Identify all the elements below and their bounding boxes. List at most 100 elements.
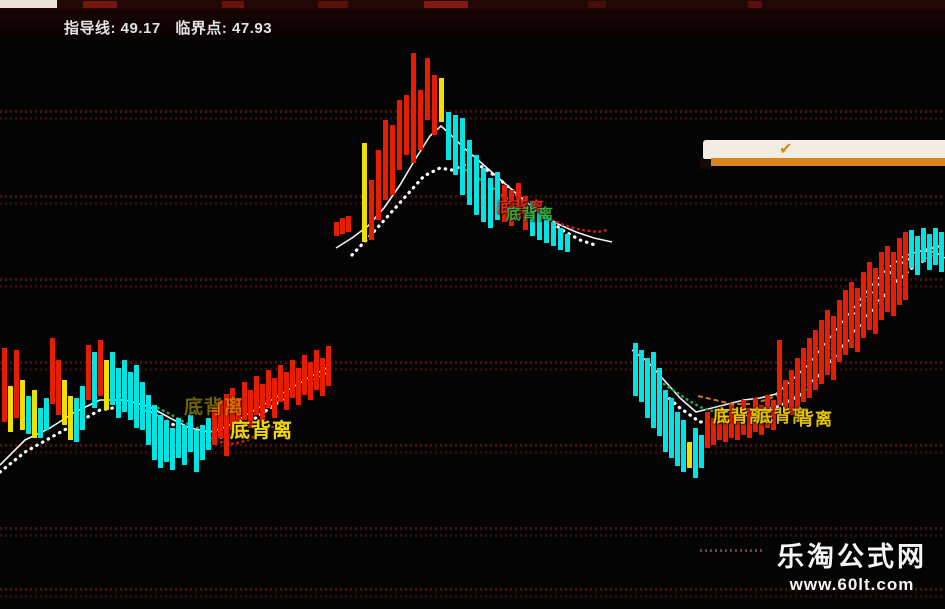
gridline [0, 444, 945, 447]
candle [729, 405, 734, 438]
candle [290, 360, 295, 398]
banner-notch [700, 157, 713, 169]
candle [867, 262, 872, 330]
candle [903, 232, 908, 300]
candle [326, 346, 331, 386]
candle [879, 252, 884, 320]
candle [369, 180, 374, 240]
candle [418, 90, 423, 150]
divergence-stamp: 背离 [797, 410, 833, 429]
candle [116, 368, 121, 418]
watermark-site-url: www.60lt.com [789, 575, 915, 594]
candle [783, 380, 788, 420]
candle [146, 395, 151, 445]
candle [284, 372, 289, 410]
candle [260, 384, 265, 422]
candle [140, 382, 145, 430]
candle [789, 370, 794, 415]
top-left-white-box [0, 0, 57, 8]
candle [44, 398, 49, 430]
top-bar-blotch [318, 1, 348, 8]
candle [86, 345, 91, 400]
gridline [0, 588, 945, 591]
candle [558, 228, 563, 250]
candle [439, 78, 444, 122]
critical-point-value: 临界点: 47.93 [175, 20, 273, 37]
candle [516, 183, 521, 218]
candle [92, 352, 97, 408]
gridline [0, 278, 945, 281]
candle [302, 355, 307, 395]
candle [669, 398, 674, 458]
candle [14, 350, 19, 418]
watermark: 乐淘公式网 www.60lt.com [777, 535, 927, 595]
indicator-readout: 指导线: 49.17 临界点: 47.93 [64, 17, 272, 38]
top-bar-blotch [588, 1, 606, 8]
candle [128, 372, 133, 420]
candle [717, 408, 722, 440]
candle [759, 405, 764, 435]
gridline [0, 368, 945, 371]
candle [68, 396, 73, 440]
candle [897, 238, 902, 305]
overlay-toolbar-accent [711, 158, 945, 166]
candle [446, 112, 451, 160]
candle [170, 428, 175, 470]
candle [200, 425, 205, 460]
candle [242, 382, 247, 420]
candle [735, 412, 740, 440]
candle [657, 368, 662, 436]
candle [334, 222, 339, 236]
candle [807, 338, 812, 398]
candle [194, 430, 199, 472]
top-bar-blotch [748, 1, 762, 8]
candle [8, 386, 13, 432]
candle [885, 246, 890, 312]
candle [873, 268, 878, 334]
divergence-stamp: 底背离 [756, 407, 810, 426]
candle [411, 53, 416, 163]
candle [633, 343, 638, 396]
candle [20, 380, 25, 430]
divergence-stamp: 底背离 [230, 420, 293, 442]
candle [188, 415, 193, 452]
candle [861, 272, 866, 338]
candle [699, 435, 704, 468]
top-bar-blotch [222, 1, 244, 8]
candle [134, 365, 139, 428]
candle [206, 418, 211, 450]
candle [404, 95, 409, 155]
candle [224, 394, 229, 456]
gridline [0, 202, 945, 205]
candle [565, 234, 570, 252]
candle [308, 362, 313, 400]
candle [176, 418, 181, 458]
candle [278, 365, 283, 402]
candle [843, 290, 848, 355]
header-band [0, 10, 945, 38]
watermark-site-name: 乐淘公式网 [777, 542, 927, 572]
gridline [0, 195, 945, 198]
candle [110, 352, 115, 405]
candle [474, 155, 479, 215]
check-icon[interactable]: ✔ [779, 141, 793, 158]
candle [795, 358, 800, 410]
gridline [0, 534, 945, 537]
candle [254, 376, 259, 415]
divergence-stamp: 底背离 [184, 397, 245, 418]
ma-dotted-mid [350, 160, 600, 257]
gridline [0, 451, 945, 454]
candle [645, 358, 650, 418]
watermark-tick-row [700, 549, 763, 552]
overlay-toolbar[interactable] [703, 140, 945, 159]
candle [383, 120, 388, 200]
candle [921, 228, 926, 262]
candle [481, 168, 486, 222]
candle [693, 428, 698, 478]
candle [248, 390, 253, 428]
candle [765, 395, 770, 428]
candle [38, 408, 43, 438]
candle [320, 358, 325, 396]
gridline [0, 110, 945, 113]
candle [104, 360, 109, 410]
